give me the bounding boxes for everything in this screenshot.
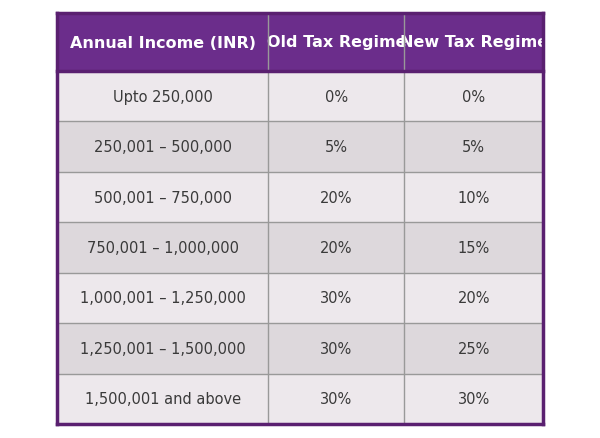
Text: 20%: 20% [457,291,490,306]
Text: New Tax Regime: New Tax Regime [400,35,548,50]
Bar [57,72,268,122]
Text: 20%: 20% [320,240,353,255]
Text: 5%: 5% [462,140,485,155]
Bar [404,14,543,72]
Bar [268,173,404,223]
Text: 500,001 – 750,000: 500,001 – 750,000 [94,190,232,205]
Bar [57,223,268,273]
Text: 30%: 30% [458,392,490,406]
Bar [404,374,543,424]
Text: 1,500,001 and above: 1,500,001 and above [85,392,241,406]
Bar [268,14,404,72]
Text: 30%: 30% [320,341,353,356]
Text: 15%: 15% [458,240,490,255]
Text: 25%: 25% [458,341,490,356]
Bar [404,223,543,273]
Bar [268,122,404,173]
Bar [57,122,268,173]
Text: 750,001 – 1,000,000: 750,001 – 1,000,000 [87,240,239,255]
Bar [268,374,404,424]
Bar [57,323,268,374]
Text: 30%: 30% [320,392,353,406]
Bar [404,72,543,122]
Bar [57,14,268,72]
Text: 30%: 30% [320,291,353,306]
Text: Upto 250,000: Upto 250,000 [113,89,212,105]
Bar [268,323,404,374]
Bar [404,323,543,374]
Text: 20%: 20% [320,190,353,205]
Bar [57,374,268,424]
Text: 250,001 – 500,000: 250,001 – 500,000 [94,140,232,155]
Text: 0%: 0% [462,89,485,105]
Bar [57,273,268,323]
Text: Old Tax Regime: Old Tax Regime [266,35,406,50]
Bar [268,223,404,273]
Bar [268,273,404,323]
Text: 5%: 5% [325,140,348,155]
Text: Annual Income (INR): Annual Income (INR) [70,35,256,50]
Text: 0%: 0% [325,89,348,105]
Bar [404,122,543,173]
Text: 1,000,001 – 1,250,000: 1,000,001 – 1,250,000 [80,291,245,306]
Bar [404,173,543,223]
Bar [57,173,268,223]
Text: 1,250,001 – 1,500,000: 1,250,001 – 1,500,000 [80,341,245,356]
Bar [404,273,543,323]
Bar [268,72,404,122]
Text: 10%: 10% [458,190,490,205]
